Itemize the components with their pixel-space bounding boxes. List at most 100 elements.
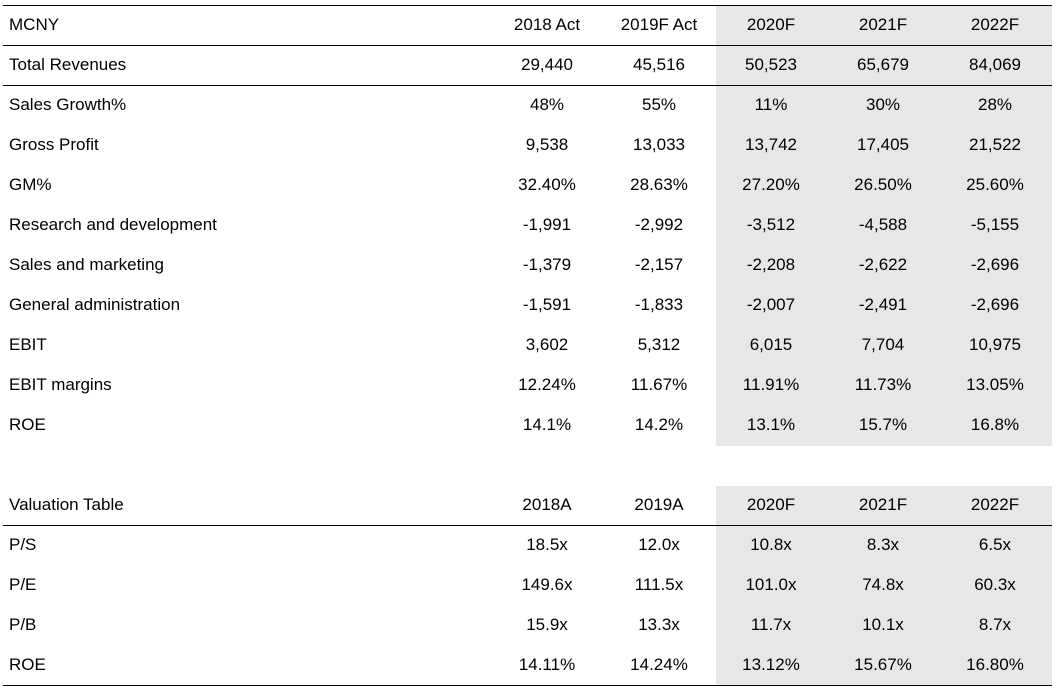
table-cell: 101.0x <box>745 575 797 594</box>
table-cell: 10.8x <box>750 535 792 554</box>
row-label: P/B <box>9 615 37 634</box>
table-row: GM% 32.40% 28.63% 27.20% 26.50% 25.60% <box>0 165 1057 205</box>
table-cell: -2,007 <box>746 295 796 314</box>
table-cell: 18.5x <box>526 535 568 554</box>
row-label: GM% <box>9 175 52 194</box>
table1-revenue-rule <box>3 85 1052 86</box>
table-cell: 32.40% <box>518 175 576 194</box>
table-cell: 3,602 <box>525 335 569 354</box>
table-cell: 15.7% <box>858 415 908 434</box>
header-cell: Valuation Table <box>9 495 124 514</box>
table-cell: 6.5x <box>978 535 1012 554</box>
header-cell: 2022F <box>970 495 1020 514</box>
table-cell: 48% <box>529 95 565 114</box>
table-cell: 55% <box>641 95 677 114</box>
forecast-shade-table2 <box>716 486 1052 686</box>
row-label: Sales Growth% <box>9 95 127 114</box>
table-row: P/B 15.9x 13.3x 11.7x 10.1x 8.7x <box>0 605 1057 645</box>
header-cell: 2020F <box>746 15 796 34</box>
header-cell: 2020F <box>746 495 796 514</box>
row-label: EBIT margins <box>9 375 112 394</box>
table-cell: 10,975 <box>969 335 1021 354</box>
table-row: P/S 18.5x 12.0x 10.8x 8.3x 6.5x <box>0 525 1057 565</box>
table-cell: 28% <box>977 95 1013 114</box>
table-row: EBIT 3,602 5,312 6,015 7,704 10,975 <box>0 325 1057 365</box>
row-label: Sales and marketing <box>9 255 164 274</box>
table-cell: 25.60% <box>966 175 1024 194</box>
table-cell: 111.5x <box>634 575 684 594</box>
row-label: Research and development <box>9 215 217 234</box>
header-cell: 2019F Act <box>620 15 698 34</box>
table-cell: 45,516 <box>633 55 685 74</box>
table-cell: 13,033 <box>633 135 685 154</box>
table-cell: 10.1x <box>862 615 904 634</box>
header-cell: 2021F <box>858 495 908 514</box>
table-cell: 14.24% <box>630 655 688 674</box>
row-label: General administration <box>9 295 181 314</box>
table-cell: 84,069 <box>969 55 1021 74</box>
table-header-row: Valuation Table 2018A 2019A 2020F 2021F … <box>0 485 1057 525</box>
table-cell: 13,742 <box>745 135 797 154</box>
table-cell: 16.8% <box>970 415 1020 434</box>
table-cell: 28.63% <box>630 175 688 194</box>
table-cell: 12.0x <box>638 535 680 554</box>
table-cell: -2,157 <box>634 255 684 274</box>
table-cell: 6,015 <box>749 335 793 354</box>
table-cell: -2,696 <box>970 295 1020 314</box>
table-cell: -1,833 <box>634 295 684 314</box>
row-label: Total Revenues <box>9 55 127 74</box>
header-cell: 2018 Act <box>513 15 581 34</box>
table-cell: -2,696 <box>970 255 1020 274</box>
table-cell: 13.12% <box>742 655 800 674</box>
table-cell: 26.50% <box>854 175 912 194</box>
table-cell: 9,538 <box>525 135 569 154</box>
table-cell: -2,622 <box>858 255 908 274</box>
table-row: P/E 149.6x 111.5x 101.0x 74.8x 60.3x <box>0 565 1057 605</box>
table1-header-rule <box>3 45 1052 46</box>
table-cell: 17,405 <box>857 135 909 154</box>
table-cell: 15.9x <box>526 615 568 634</box>
table-cell: -1,591 <box>522 295 572 314</box>
table-cell: 74.8x <box>862 575 904 594</box>
table-cell: 60.3x <box>974 575 1016 594</box>
table-cell: 11.91% <box>742 375 800 394</box>
table-cell: 8.3x <box>866 535 900 554</box>
header-cell: MCNY <box>9 15 60 34</box>
table-cell: -2,491 <box>858 295 908 314</box>
table-cell: 13.1% <box>746 415 796 434</box>
table2-header-rule <box>3 525 1052 526</box>
table-cell: 12.24% <box>518 375 576 394</box>
table-cell: 11% <box>754 95 788 114</box>
table-cell: 11.73% <box>854 375 912 394</box>
table-cell: -1,379 <box>522 255 572 274</box>
table-cell: 149.6x <box>521 575 573 594</box>
table-cell: -4,588 <box>858 215 908 234</box>
table-cell: 11.67% <box>630 375 688 394</box>
row-label: P/S <box>9 535 37 554</box>
header-cell: 2021F <box>858 15 908 34</box>
table-cell: -5,155 <box>970 215 1020 234</box>
table1-top-rule <box>3 5 1052 6</box>
table-row: EBIT margins 12.24% 11.67% 11.91% 11.73%… <box>0 365 1057 405</box>
table-cell: 65,679 <box>857 55 909 74</box>
table-cell: 29,440 <box>521 55 573 74</box>
table-row: Research and development -1,991 -2,992 -… <box>0 205 1057 245</box>
table-cell: 15.67% <box>854 655 912 674</box>
row-label: EBIT <box>9 335 47 354</box>
table-header-row: MCNY 2018 Act 2019F Act 2020F 2021F 2022… <box>0 5 1057 45</box>
header-cell: 2022F <box>970 15 1020 34</box>
table-cell: 13.05% <box>966 375 1024 394</box>
table-row: Total Revenues 29,440 45,516 50,523 65,6… <box>0 45 1057 85</box>
table-cell: 14.2% <box>634 415 684 434</box>
table-cell: 27.20% <box>742 175 800 194</box>
row-label: ROE <box>9 415 46 434</box>
table-cell: 13.3x <box>638 615 680 634</box>
table-row: Sales and marketing -1,379 -2,157 -2,208… <box>0 245 1057 285</box>
table-row: General administration -1,591 -1,833 -2,… <box>0 285 1057 325</box>
header-cell: 2019A <box>634 495 684 514</box>
table2-bottom-rule <box>3 685 1052 686</box>
table-cell: 5,312 <box>637 335 681 354</box>
forecast-shade-table1 <box>716 6 1052 446</box>
table-cell: 30% <box>865 95 901 114</box>
table-cell: 16.80% <box>966 655 1024 674</box>
